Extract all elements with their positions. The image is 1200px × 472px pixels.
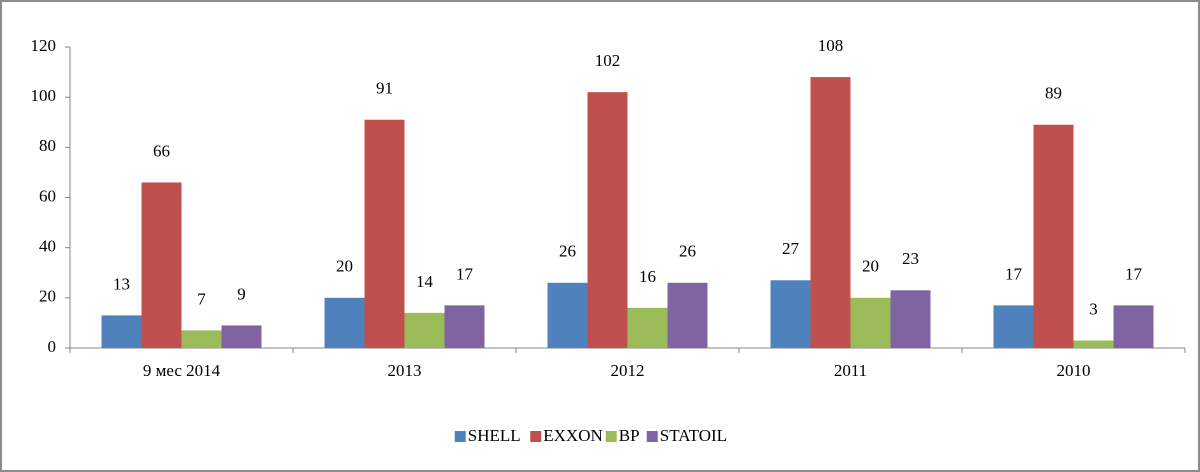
x-tick-label: 9 мес 2014 — [143, 361, 221, 380]
bar — [444, 305, 485, 348]
data-label: 17 — [1005, 264, 1023, 283]
data-label: 27 — [782, 239, 800, 258]
bar — [890, 290, 931, 348]
data-label: 20 — [336, 257, 353, 276]
legend-swatch — [454, 431, 466, 442]
legend-label: SHELL — [468, 426, 521, 445]
legend-swatch — [646, 431, 658, 442]
bar — [993, 305, 1034, 348]
x-tick-label: 2013 — [388, 361, 422, 380]
data-label: 14 — [416, 272, 434, 291]
bar — [547, 282, 588, 348]
bar — [1033, 124, 1074, 348]
y-tick-label: 0 — [48, 337, 57, 356]
data-label: 17 — [1125, 264, 1143, 283]
bar — [627, 307, 668, 348]
bar — [324, 297, 365, 348]
bar — [1113, 305, 1154, 348]
data-label: 108 — [818, 36, 844, 55]
legend-label: STATOIL — [660, 426, 727, 445]
y-tick-label: 80 — [39, 136, 56, 155]
legend-swatch — [605, 431, 617, 442]
x-tick-label: 2012 — [611, 361, 645, 380]
bar — [850, 297, 891, 348]
data-label: 7 — [197, 289, 206, 308]
y-tick-label: 20 — [39, 287, 56, 306]
bar — [404, 312, 445, 348]
bar — [587, 92, 628, 349]
data-label: 23 — [902, 249, 919, 268]
y-tick-label: 40 — [39, 237, 56, 256]
data-label: 26 — [679, 242, 696, 261]
legend-swatch — [530, 431, 542, 442]
bar — [364, 119, 405, 348]
y-tick-label: 60 — [39, 186, 56, 205]
data-label: 102 — [595, 51, 621, 70]
data-label: 20 — [862, 257, 879, 276]
bar — [1073, 340, 1114, 348]
legend-label: BP — [619, 426, 640, 445]
bar — [181, 330, 222, 348]
data-label: 9 — [237, 284, 246, 303]
data-label: 17 — [456, 264, 474, 283]
bar — [770, 280, 811, 348]
x-tick-label: 2011 — [834, 361, 867, 380]
bar — [667, 282, 708, 348]
y-tick-label: 120 — [31, 36, 57, 55]
bar — [810, 77, 851, 348]
data-label: 3 — [1089, 299, 1098, 318]
data-label: 89 — [1045, 84, 1062, 103]
data-label: 26 — [559, 242, 576, 261]
x-tick-label: 2010 — [1057, 361, 1091, 380]
bar — [141, 182, 182, 348]
y-tick-label: 100 — [31, 86, 57, 105]
data-label: 13 — [113, 274, 130, 293]
bar — [221, 325, 262, 348]
data-label: 66 — [153, 141, 170, 160]
bar — [101, 315, 142, 348]
data-label: 91 — [376, 79, 393, 98]
legend-label: EXXON — [543, 426, 603, 445]
data-label: 16 — [639, 267, 656, 286]
